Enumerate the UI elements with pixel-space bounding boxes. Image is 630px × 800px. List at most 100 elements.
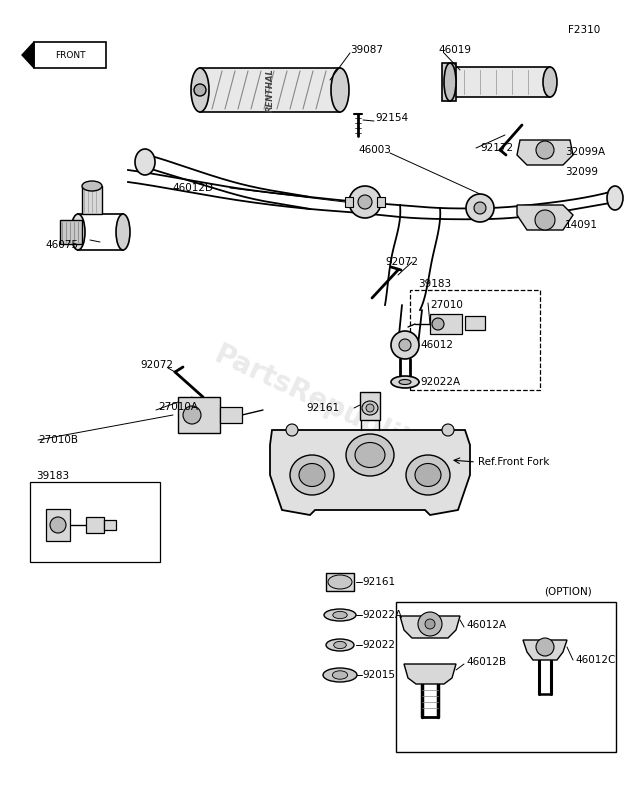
Text: RENTHAL: RENTHAL <box>265 68 275 112</box>
Bar <box>430 314 462 334</box>
Circle shape <box>466 194 494 222</box>
Bar <box>82 186 102 214</box>
Bar <box>178 397 220 433</box>
Text: FRONT: FRONT <box>55 50 85 59</box>
Ellipse shape <box>328 575 352 589</box>
Circle shape <box>432 318 444 330</box>
Text: 27010A: 27010A <box>158 402 198 412</box>
Text: 32099A: 32099A <box>565 147 605 157</box>
Circle shape <box>349 186 381 218</box>
Bar <box>78 214 123 250</box>
Text: 27010: 27010 <box>430 300 463 310</box>
Text: 46012C: 46012C <box>575 655 616 665</box>
Bar <box>360 392 380 420</box>
Ellipse shape <box>299 463 325 486</box>
Ellipse shape <box>191 68 209 112</box>
Ellipse shape <box>391 376 419 388</box>
Bar <box>104 520 116 530</box>
Bar <box>442 63 456 101</box>
Text: 46012B: 46012B <box>466 657 506 667</box>
Bar <box>326 573 354 591</box>
Bar <box>465 316 485 330</box>
Text: 92072: 92072 <box>385 257 418 267</box>
Circle shape <box>536 638 554 656</box>
Circle shape <box>50 517 66 533</box>
Polygon shape <box>22 42 34 68</box>
Ellipse shape <box>543 67 557 97</box>
Ellipse shape <box>82 181 102 191</box>
Text: 92172: 92172 <box>480 143 513 153</box>
Circle shape <box>391 331 419 359</box>
Ellipse shape <box>415 463 441 486</box>
Circle shape <box>358 195 372 209</box>
Circle shape <box>425 619 435 629</box>
Text: 92072: 92072 <box>140 360 173 370</box>
Circle shape <box>474 202 486 214</box>
Text: 46003: 46003 <box>358 145 391 155</box>
Polygon shape <box>400 616 460 638</box>
Polygon shape <box>270 430 470 515</box>
Bar <box>377 197 385 207</box>
Text: 14091: 14091 <box>565 220 598 230</box>
Ellipse shape <box>399 379 411 385</box>
Text: 32099: 32099 <box>565 167 598 177</box>
Circle shape <box>442 424 454 436</box>
Bar <box>200 68 340 112</box>
Text: 92154: 92154 <box>375 113 408 123</box>
Text: 39087: 39087 <box>350 45 383 55</box>
Bar <box>410 290 540 390</box>
Polygon shape <box>523 640 567 660</box>
Ellipse shape <box>331 68 349 112</box>
Text: 46012A: 46012A <box>466 620 506 630</box>
Circle shape <box>183 406 201 424</box>
Ellipse shape <box>333 611 347 618</box>
Bar <box>34 42 106 68</box>
Text: 92022A: 92022A <box>362 610 402 620</box>
Bar <box>396 602 616 752</box>
Circle shape <box>536 141 554 159</box>
Bar <box>86 517 104 533</box>
Ellipse shape <box>355 442 385 467</box>
Text: 39183: 39183 <box>36 471 69 481</box>
Circle shape <box>418 612 442 636</box>
Ellipse shape <box>346 434 394 476</box>
Circle shape <box>399 339 411 351</box>
Text: (OPTION): (OPTION) <box>544 587 592 597</box>
Polygon shape <box>517 205 573 230</box>
Ellipse shape <box>135 149 155 175</box>
Text: 92022A: 92022A <box>420 377 460 387</box>
Polygon shape <box>404 664 456 684</box>
Bar <box>345 197 353 207</box>
Text: 46012D: 46012D <box>172 183 213 193</box>
Circle shape <box>366 404 374 412</box>
Text: 92161: 92161 <box>362 577 395 587</box>
Text: 46075: 46075 <box>45 240 78 250</box>
Text: 92161: 92161 <box>306 403 339 413</box>
Text: Ref.Front Fork: Ref.Front Fork <box>478 457 549 467</box>
Circle shape <box>286 424 298 436</box>
Ellipse shape <box>323 668 357 682</box>
Ellipse shape <box>333 670 348 679</box>
Circle shape <box>194 84 206 96</box>
Ellipse shape <box>290 455 334 495</box>
Bar <box>46 509 70 541</box>
Text: 39183: 39183 <box>418 279 451 289</box>
Ellipse shape <box>406 455 450 495</box>
Bar <box>60 220 82 244</box>
Text: 92022: 92022 <box>362 640 395 650</box>
Ellipse shape <box>444 63 456 101</box>
Text: PartsRepublik: PartsRepublik <box>210 341 420 459</box>
Text: 92015: 92015 <box>362 670 395 680</box>
Ellipse shape <box>71 214 85 250</box>
Text: 46012: 46012 <box>420 340 453 350</box>
Ellipse shape <box>326 639 354 651</box>
Ellipse shape <box>607 186 623 210</box>
Text: 27010B: 27010B <box>38 435 78 445</box>
Polygon shape <box>517 140 573 165</box>
Ellipse shape <box>116 214 130 250</box>
Ellipse shape <box>362 401 378 415</box>
Bar <box>450 67 550 97</box>
Ellipse shape <box>324 609 356 621</box>
Circle shape <box>535 210 555 230</box>
Text: 46019: 46019 <box>438 45 471 55</box>
